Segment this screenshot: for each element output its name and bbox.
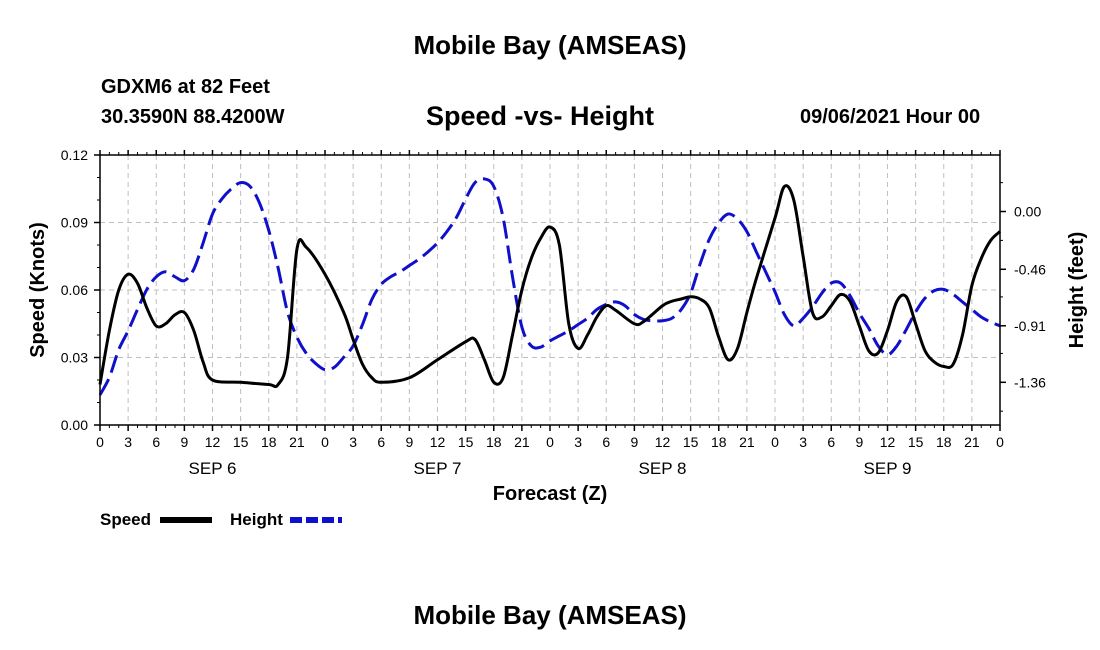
- y-left-tick-label: 0.12: [61, 147, 88, 163]
- y-axis-right-label: Height (feet): [1066, 232, 1088, 349]
- chart-title-bottom: Mobile Bay (AMSEAS): [413, 600, 687, 630]
- legend-height-label: Height: [230, 510, 283, 529]
- x-tick-label: 12: [880, 434, 896, 450]
- x-tick-label: 3: [574, 434, 582, 450]
- y-right-tick-label: -0.91: [1014, 318, 1046, 334]
- x-axis-label: Forecast (Z): [493, 483, 607, 505]
- y-left-tick-label: 0.00: [61, 417, 88, 433]
- height-series-line: [98, 177, 1001, 396]
- chart-subtitle: Speed -vs- Height: [426, 101, 655, 131]
- x-tick-label: 0: [321, 434, 329, 450]
- chart-title-top: Mobile Bay (AMSEAS): [413, 30, 687, 60]
- x-tick-label: 0: [996, 434, 1004, 450]
- y-right-tick-label: -0.46: [1014, 261, 1046, 277]
- x-tick-label: 12: [205, 434, 221, 450]
- y-left-tick-label: 0.06: [61, 282, 88, 298]
- x-tick-label: 0: [771, 434, 779, 450]
- x-tick-label: 12: [430, 434, 446, 450]
- x-tick-label: 0: [96, 434, 104, 450]
- x-tick-label: 21: [739, 434, 755, 450]
- x-day-label: SEP 6: [189, 459, 237, 478]
- x-tick-label: 6: [377, 434, 385, 450]
- x-tick-label: 6: [152, 434, 160, 450]
- x-tick-label: 6: [602, 434, 610, 450]
- x-tick-label: 18: [711, 434, 727, 450]
- x-tick-label: 3: [124, 434, 132, 450]
- x-tick-label: 3: [349, 434, 357, 450]
- station-label: GDXM6 at 82 Feet: [101, 76, 270, 98]
- y-right-tick-label: -1.36: [1014, 374, 1046, 390]
- x-day-label: SEP 8: [639, 459, 687, 478]
- x-tick-label: 18: [486, 434, 502, 450]
- speed-series-line: [98, 184, 1002, 389]
- x-tick-label: 15: [233, 434, 249, 450]
- x-tick-label: 15: [908, 434, 924, 450]
- x-tick-label: 18: [261, 434, 277, 450]
- x-tick-label: 15: [458, 434, 474, 450]
- x-tick-label: 9: [405, 434, 413, 450]
- forecast-datetime: 09/06/2021 Hour 00: [800, 106, 981, 128]
- x-tick-label: 9: [855, 434, 863, 450]
- y-left-tick-label: 0.03: [61, 350, 88, 366]
- x-tick-label: 18: [936, 434, 952, 450]
- x-tick-label: 0: [546, 434, 554, 450]
- x-tick-label: 3: [799, 434, 807, 450]
- y-right-tick-label: 0.00: [1014, 204, 1041, 220]
- coordinates-label: 30.3590N 88.4200W: [101, 106, 285, 128]
- x-tick-label: 9: [630, 434, 638, 450]
- x-day-label: SEP 7: [414, 459, 462, 478]
- legend: Speed Height: [100, 510, 342, 529]
- x-tick-label: 15: [683, 434, 699, 450]
- x-tick-label: 21: [289, 434, 305, 450]
- x-tick-label: 21: [964, 434, 980, 450]
- legend-speed-label: Speed: [100, 510, 151, 529]
- x-day-label: SEP 9: [864, 459, 912, 478]
- x-tick-label: 6: [827, 434, 835, 450]
- x-tick-label: 9: [180, 434, 188, 450]
- x-tick-label: 21: [514, 434, 530, 450]
- y-axis-left-label: Speed (Knots): [27, 222, 49, 358]
- y-left-tick-label: 0.09: [61, 215, 88, 231]
- x-tick-label: 12: [655, 434, 671, 450]
